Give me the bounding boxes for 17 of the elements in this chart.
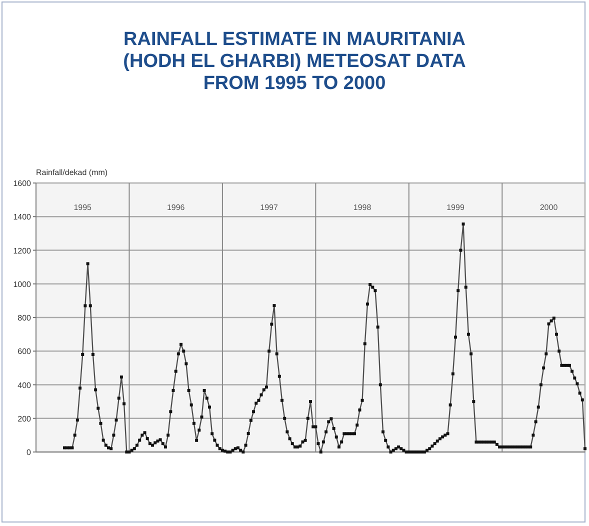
x-tick-label: 1999: [446, 203, 465, 212]
x-tick-label: 1995: [74, 203, 92, 212]
y-tick-label: 1200: [13, 246, 32, 256]
y-tick-label: 200: [18, 414, 32, 424]
y-tick-label: 1600: [13, 179, 32, 188]
y-tick-label: 600: [18, 347, 32, 356]
y-axis-title: Rainfall/dekad (mm): [36, 168, 108, 177]
x-tick-label: 1996: [166, 203, 186, 212]
y-tick-label: 400: [18, 380, 32, 390]
x-tick-label: 1997: [260, 203, 279, 212]
x-tick-label: 2000: [540, 203, 558, 212]
y-tick-label: 1000: [13, 280, 32, 289]
y-tick-label: 1400: [13, 212, 32, 222]
y-tick-label: 0: [26, 448, 32, 457]
y-tick-label: 800: [18, 314, 32, 322]
x-tick-label: 1998: [353, 203, 372, 212]
chart-title: RAINFALL ESTIMATE IN MAURITANIA (HODH EL GHARBI) METEOSAT DATA FROM 1995 TO 2000: [123, 29, 466, 94]
